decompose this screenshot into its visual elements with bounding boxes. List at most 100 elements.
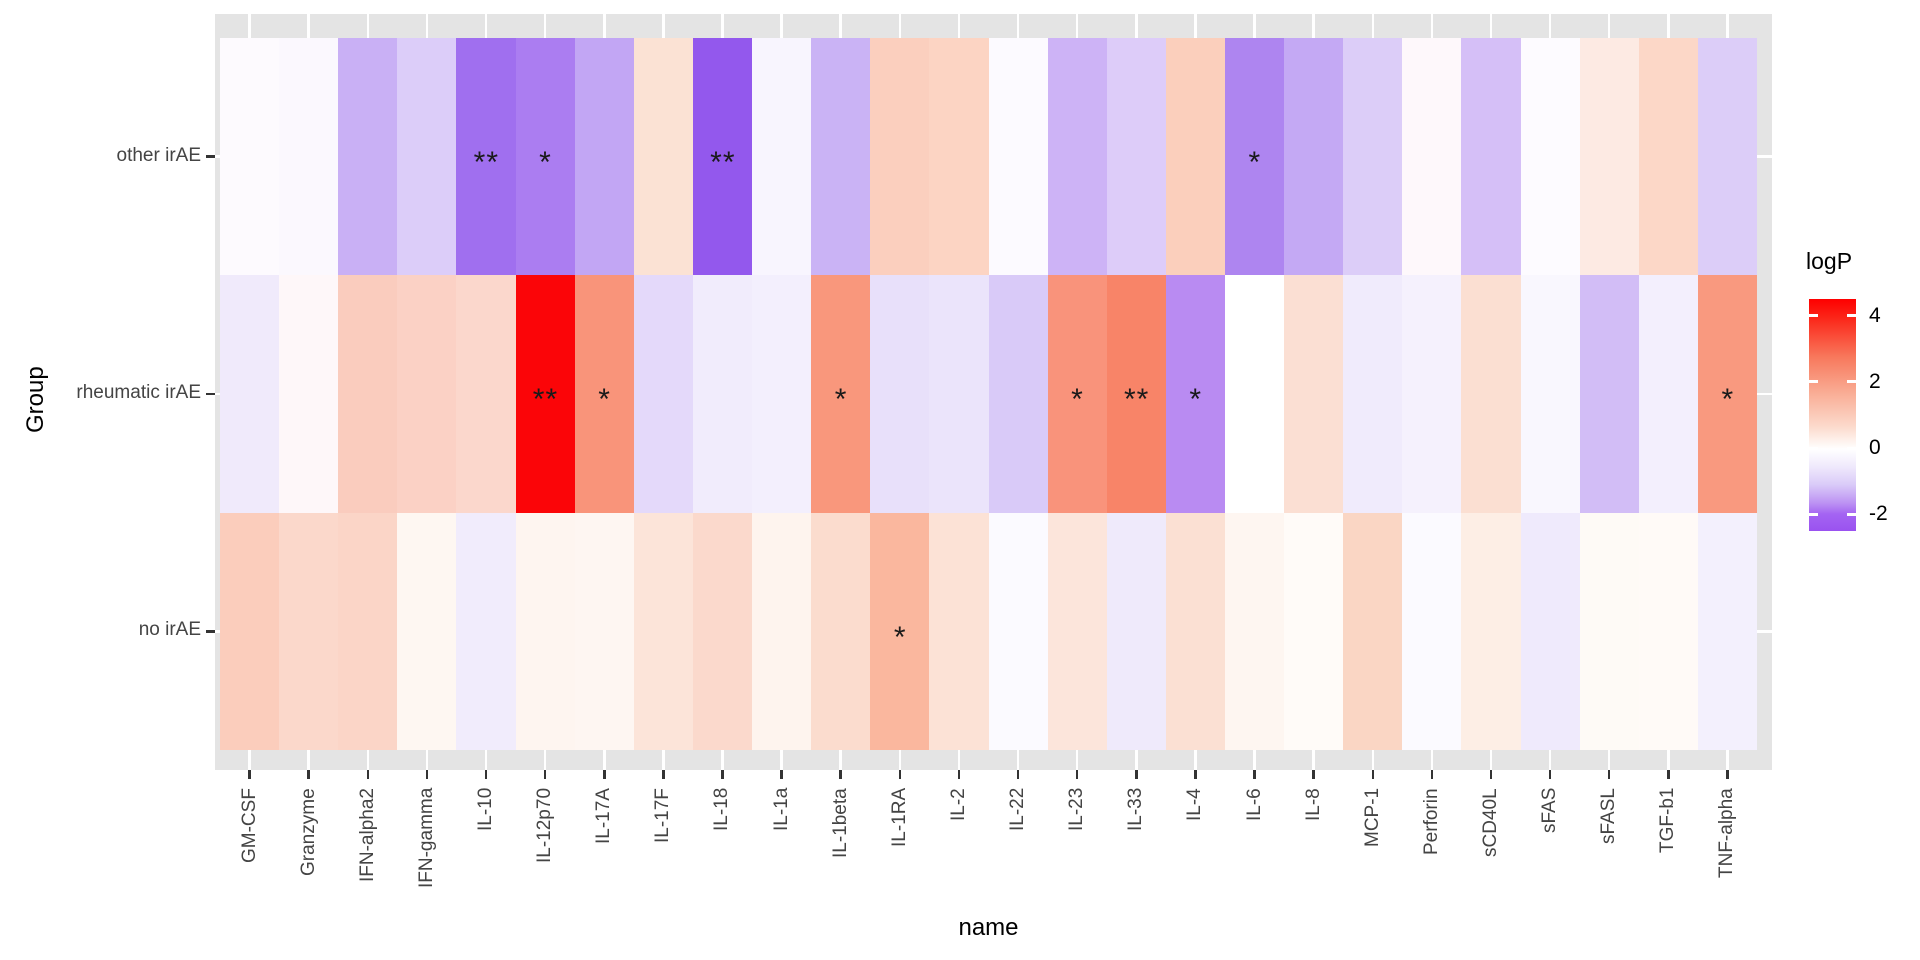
legend-tick-label: -2 — [1869, 502, 1888, 526]
heatmap-cell — [515, 512, 576, 750]
heatmap-cell — [279, 512, 339, 750]
heatmap-cell: * — [515, 38, 576, 277]
heatmap-cell: ** — [515, 275, 576, 514]
y-tick — [206, 392, 215, 396]
significance-annotation: ** — [532, 383, 559, 417]
legend-tick-label: 0 — [1869, 436, 1881, 460]
legend-tick-mark — [1847, 380, 1856, 384]
x-tick — [721, 770, 724, 779]
x-tick — [1667, 770, 1670, 779]
heatmap-cell — [279, 38, 339, 277]
heatmap-cell — [1697, 38, 1757, 277]
heatmap-cell — [929, 275, 990, 514]
significance-annotation: ** — [1123, 383, 1150, 417]
heatmap-cell — [1461, 38, 1522, 277]
x-tick — [1253, 770, 1256, 779]
heatmap-cell — [1697, 512, 1757, 750]
heatmap-tiles: ** * ** * ** * * * ** * * * — [220, 38, 1757, 750]
heatmap-cell — [1343, 38, 1403, 277]
significance-annotation: * — [598, 383, 611, 417]
heatmap-cell — [1106, 512, 1167, 750]
heatmap-cell: * — [870, 512, 931, 750]
x-tick — [1135, 770, 1138, 779]
heatmap-cell — [811, 38, 871, 277]
significance-annotation: * — [1721, 383, 1735, 417]
heatmap-cell — [220, 38, 280, 277]
y-axis-title: Group — [22, 366, 49, 434]
x-axis-title: name — [958, 914, 1019, 941]
x-tick — [780, 770, 783, 779]
heatmap-cell — [929, 38, 990, 277]
heatmap-cell — [988, 275, 1049, 514]
x-tick — [1489, 770, 1493, 779]
y-tick-label: other irAE — [116, 144, 201, 166]
x-tick — [1016, 770, 1020, 779]
heatmap-cell — [692, 512, 753, 750]
heatmap-cell: * — [1697, 275, 1757, 514]
heatmap-cell: * — [574, 275, 635, 514]
heatmap-cell — [1402, 512, 1463, 750]
x-tick — [1607, 770, 1611, 779]
heatmap-cell — [397, 275, 458, 514]
x-tick — [898, 770, 902, 779]
x-tick — [1726, 770, 1729, 779]
heatmap-cell — [1284, 275, 1344, 514]
legend-tick-mark — [1809, 446, 1818, 450]
x-tick — [543, 770, 547, 779]
heatmap-cell — [456, 512, 517, 750]
heatmap-cell — [1638, 512, 1699, 750]
y-tick — [206, 155, 215, 158]
legend-tick-mark — [1809, 314, 1818, 318]
x-tick — [425, 770, 429, 779]
heatmap-cell — [1343, 512, 1403, 750]
significance-annotation: * — [893, 620, 907, 654]
heatmap-cell — [1579, 38, 1640, 277]
x-tick — [366, 770, 370, 779]
heatmap-cell — [1106, 38, 1167, 277]
heatmap-cell — [1047, 512, 1108, 750]
heatmap-cell — [752, 512, 812, 750]
significance-annotation: * — [539, 146, 552, 180]
heatmap-cell — [574, 38, 635, 277]
heatmap-cell — [1520, 275, 1581, 514]
heatmap-cell — [1047, 38, 1108, 277]
significance-annotation: ** — [710, 146, 736, 180]
legend-tick-mark — [1809, 380, 1818, 384]
x-tick — [662, 770, 665, 779]
legend-tick-mark — [1847, 314, 1856, 318]
y-tick-label: rheumatic irAE — [76, 382, 201, 403]
heatmap-cell — [870, 275, 931, 514]
heatmap-cell — [870, 38, 931, 277]
heatmap-cell — [1402, 275, 1463, 514]
heatmap-cell — [338, 38, 399, 277]
x-tick — [1430, 770, 1434, 779]
x-tick — [839, 770, 842, 779]
x-tick — [307, 770, 310, 779]
heatmap-cell — [1224, 275, 1285, 514]
heatmap-cell — [1638, 38, 1699, 277]
significance-annotation: * — [1248, 146, 1262, 180]
x-tick — [1548, 770, 1552, 779]
y-tick — [206, 630, 215, 633]
heatmap-cell: * — [1047, 275, 1108, 514]
legend-title: logP — [1806, 248, 1853, 274]
legend-colorbar — [1809, 299, 1856, 531]
x-tick — [1312, 770, 1315, 779]
x-tick — [484, 770, 488, 779]
heatmap-cell — [988, 38, 1049, 277]
heatmap-cell — [1402, 38, 1463, 277]
heatmap-cell — [752, 38, 812, 277]
x-tick — [1371, 770, 1374, 779]
x-tick — [957, 770, 961, 779]
heatmap-cell — [633, 275, 694, 514]
heatmap-cell — [1224, 512, 1285, 750]
heatmap-cell — [1520, 512, 1581, 750]
heatmap-cell — [279, 275, 339, 514]
heatmap-cell — [338, 275, 399, 514]
heatmap-cell — [1165, 38, 1226, 277]
heatmap-cell: ** — [692, 38, 753, 277]
x-tick — [1194, 770, 1197, 779]
heatmap-cell — [397, 512, 458, 750]
heatmap-cell: ** — [456, 38, 517, 277]
heatmap-cell: * — [1224, 38, 1285, 277]
